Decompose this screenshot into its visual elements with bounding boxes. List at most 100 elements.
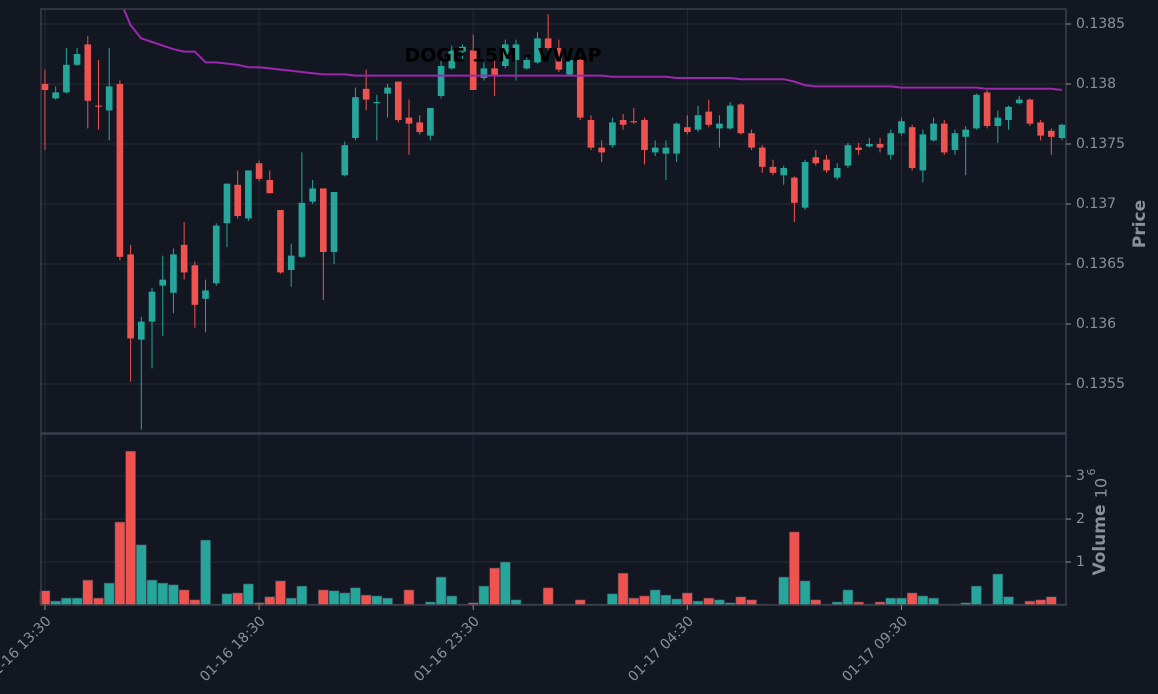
candle-body	[555, 48, 563, 70]
candle-body	[191, 265, 199, 305]
candle-body	[1026, 99, 1034, 124]
volume-bar	[789, 531, 800, 606]
volume-bar	[896, 597, 907, 606]
candle-body	[459, 46, 466, 52]
candle-body	[758, 147, 766, 167]
volume-bar	[1003, 596, 1014, 606]
candle-body	[855, 147, 862, 151]
candle-body	[362, 88, 370, 100]
candle-body	[159, 279, 167, 286]
vwap-line	[122, 9, 1063, 92]
volume-bar	[510, 599, 522, 606]
candle-body	[930, 123, 937, 141]
candle-body	[898, 121, 905, 134]
volume-bar	[318, 589, 329, 606]
candle-body	[673, 123, 680, 154]
y-tick-label: 0.1385	[1076, 16, 1125, 32]
candle-body	[405, 117, 413, 124]
candle-body	[737, 104, 745, 134]
volume-bar	[628, 597, 640, 606]
candle-body	[716, 123, 723, 129]
volume-bar	[275, 580, 286, 606]
volume-bar	[607, 593, 618, 606]
candle-body	[973, 94, 980, 129]
candle-body	[1048, 130, 1055, 137]
candle-body	[544, 38, 552, 49]
volume-bar	[542, 587, 554, 606]
candle-body	[748, 133, 755, 148]
volume-bar	[232, 592, 243, 606]
volume-bar	[189, 599, 201, 606]
candle-body	[105, 86, 113, 111]
volume-bar	[682, 592, 693, 606]
candle-body	[52, 92, 59, 99]
volume-bar	[746, 599, 757, 606]
candle-body	[137, 321, 145, 340]
candle-body	[694, 115, 702, 130]
volume-bar	[799, 580, 811, 606]
volume-bar	[296, 585, 308, 606]
candle-body	[491, 68, 498, 76]
candle-body	[170, 254, 177, 293]
volume-offset-base: 10	[1092, 478, 1111, 498]
candle-body	[609, 122, 616, 146]
volume-bar	[114, 521, 126, 606]
candle-body	[576, 60, 584, 118]
candle-body	[116, 84, 124, 257]
volume-bar	[221, 593, 233, 606]
volume-bar	[328, 590, 340, 606]
y-tick-label: 2	[1076, 511, 1085, 527]
volume-bar	[928, 597, 939, 606]
volume-bar	[617, 572, 629, 606]
candle-body	[780, 168, 787, 176]
volume-bar	[735, 596, 747, 606]
volume-bar	[810, 599, 822, 606]
candle-body	[320, 188, 327, 253]
volume-bar	[339, 592, 351, 606]
candle-body	[212, 225, 220, 284]
candle-body	[373, 102, 381, 104]
candle-body	[726, 105, 734, 129]
volume-bar	[136, 544, 147, 606]
candle-body	[705, 111, 713, 125]
volume-bar	[842, 589, 854, 606]
volume-bar	[917, 595, 929, 606]
candle-body	[1037, 122, 1044, 136]
candle-body	[234, 184, 241, 217]
volume-bar	[1035, 599, 1046, 606]
volume-bar	[350, 587, 361, 606]
y-tick-label: 0.1355	[1076, 376, 1125, 392]
volume-bar	[243, 583, 254, 606]
candle-body	[983, 92, 991, 127]
candle-body	[1058, 124, 1066, 139]
candle-body	[534, 38, 541, 63]
volume-bar	[671, 598, 682, 606]
y-tick-label: 0.1365	[1076, 256, 1125, 272]
volume-bar	[168, 584, 179, 606]
y-tick-label: 0.1375	[1076, 136, 1125, 152]
candle-body	[876, 144, 884, 148]
volume-bar	[778, 576, 789, 606]
candle-body	[523, 60, 531, 69]
volume-bar	[264, 596, 276, 606]
candle-body	[427, 108, 434, 136]
volume-bar	[1046, 596, 1057, 606]
volume-bar	[200, 539, 211, 606]
candle-body	[684, 127, 691, 133]
candle-body	[469, 50, 477, 91]
candle-body	[448, 50, 456, 69]
volume-bar	[371, 595, 383, 606]
candle-body	[651, 147, 659, 153]
candle-body	[994, 117, 1002, 127]
candle-body	[309, 188, 316, 202]
volume-bar	[382, 597, 393, 606]
candle-body	[844, 145, 852, 166]
candle-body	[791, 177, 798, 203]
volume-bar	[574, 599, 586, 606]
volume-bar	[103, 582, 115, 606]
volume-bar	[157, 582, 169, 606]
candle-body	[662, 147, 670, 154]
y-tick-label: 0.136	[1076, 316, 1116, 332]
candle-body	[341, 145, 349, 176]
